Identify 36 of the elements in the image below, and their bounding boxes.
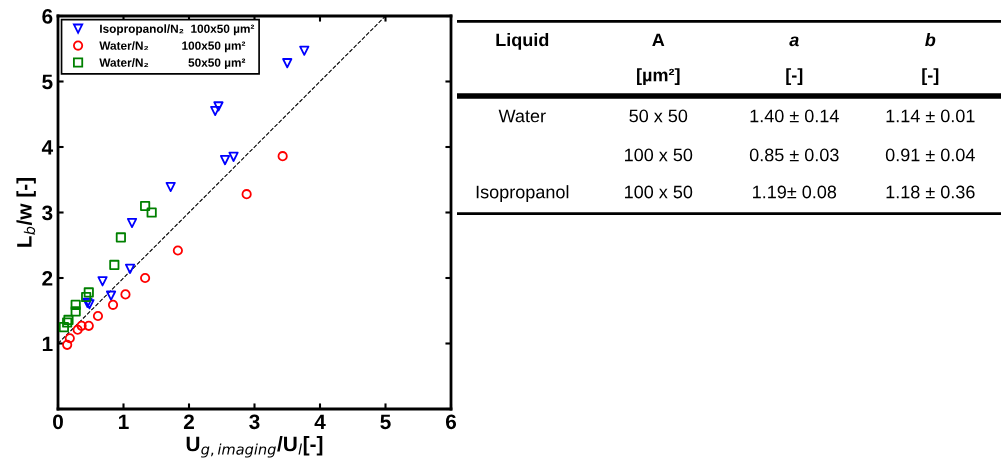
text: [-]: [922, 68, 939, 85]
legend-label: Water/N₂ 100x50 µm²: [99, 41, 246, 53]
x-tick-label: 5: [380, 414, 391, 430]
y-tick-label: 2: [42, 271, 53, 286]
text: 1.18 ± 0.36: [886, 185, 975, 199]
text: 1.19± 0.08: [753, 185, 837, 199]
text: 1.14 ± 0.01: [886, 109, 975, 123]
x-tick-label: 2: [183, 414, 194, 429]
text: Isopropanol: [476, 185, 569, 202]
y-tick-label: 4: [41, 140, 54, 155]
text: Water: [498, 109, 546, 123]
text: 100 x 50: [625, 148, 693, 162]
x-tick-label: 1: [119, 414, 129, 429]
text: b: [925, 33, 936, 47]
text: 0.91 ± 0.04: [885, 148, 975, 162]
text: 50 x 50: [629, 109, 688, 123]
legend-label: Water/N₂ 50x50 µm²: [99, 58, 246, 70]
x-axis-title: U$_{g,imaging}$/U$_{l}$[-]: [186, 436, 323, 458]
text: [-]: [786, 68, 803, 85]
legend-label: Isopropanol/N₂ 100x50 µm²: [100, 24, 255, 36]
text: [µm²]: [637, 68, 680, 85]
x-tick-label: 0: [53, 414, 63, 430]
x-tick-label: 3: [249, 414, 260, 430]
text: a: [789, 36, 799, 47]
text: 100 x 50: [625, 185, 693, 199]
text: Liquid: [496, 33, 549, 50]
y-axis-title: L$_{b}$/w [-]: [16, 178, 36, 247]
y-tick-label: 5: [42, 74, 53, 90]
x-tick-label: 4: [314, 414, 326, 429]
y-tick-label: 3: [42, 205, 53, 221]
y-tick-label: 6: [42, 9, 53, 24]
text: 1.40 ± 0.14: [750, 109, 839, 123]
text: A: [652, 33, 665, 47]
x-tick-label: 6: [445, 414, 457, 430]
y-tick-label: 1: [42, 336, 53, 352]
text: 0.85 ± 0.03: [749, 148, 839, 162]
